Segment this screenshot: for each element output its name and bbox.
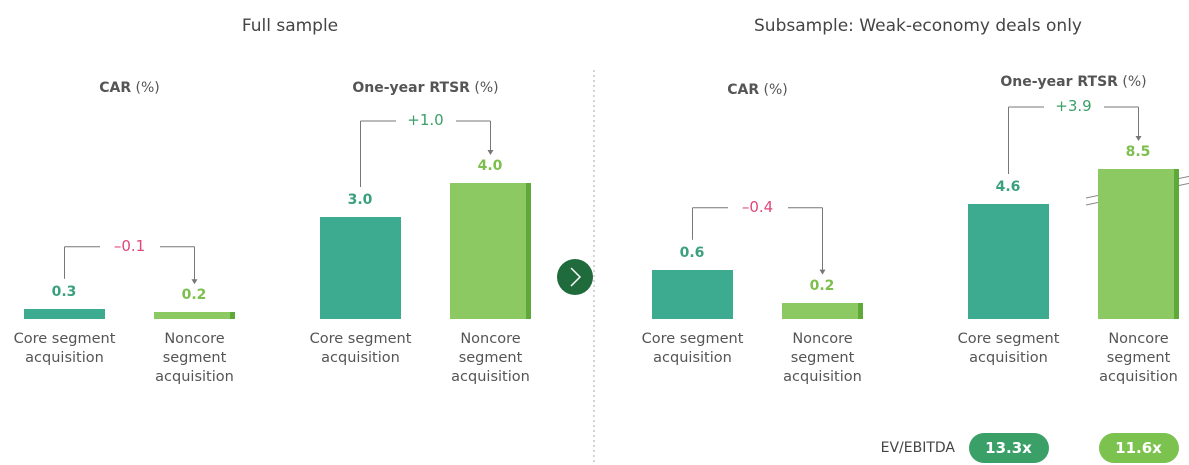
bar-edge bbox=[230, 312, 235, 319]
value-label: 4.0 bbox=[477, 158, 503, 174]
bar-edge bbox=[526, 183, 531, 319]
arrow-head bbox=[191, 279, 198, 285]
chevron-circle bbox=[557, 259, 593, 295]
ev-ebitda-pill: 11.6x bbox=[1098, 433, 1179, 463]
chevron bbox=[570, 267, 582, 287]
category-label: Core segment acquisition bbox=[641, 331, 744, 366]
arrow-head bbox=[819, 269, 826, 275]
difference-label: +3.9 bbox=[1043, 97, 1104, 115]
value-label: 8.5 bbox=[1125, 144, 1151, 160]
value-label: 0.6 bbox=[679, 244, 705, 261]
section-title: Full sample bbox=[241, 16, 339, 36]
bar bbox=[782, 302, 863, 319]
title-unit: (%) bbox=[469, 80, 499, 96]
bar-edge bbox=[858, 302, 863, 319]
value-label: 4.6 bbox=[995, 179, 1021, 195]
bar bbox=[1098, 169, 1179, 319]
title-text: One-year RTSR bbox=[1000, 74, 1118, 90]
title-unit: (%) bbox=[759, 82, 788, 98]
bar-edge bbox=[1174, 169, 1179, 319]
category-label: Noncore segment acquisition bbox=[451, 331, 530, 385]
bar bbox=[320, 217, 401, 319]
category-label: Core segment acquisition bbox=[957, 331, 1060, 366]
bar bbox=[24, 308, 105, 319]
chart-title: One-year RTSR (%) bbox=[306, 80, 546, 96]
difference-label: –0.1 bbox=[99, 236, 160, 255]
value-label: 3.0 bbox=[347, 192, 373, 208]
arrow-head bbox=[487, 150, 494, 155]
difference-label: +1.0 bbox=[395, 111, 456, 129]
section-title: Subsample: Weak-economy deals only bbox=[754, 16, 1082, 36]
value-label: 0.2 bbox=[809, 277, 835, 294]
category-label: Noncore segment acquisition bbox=[783, 331, 862, 385]
bar bbox=[450, 183, 531, 319]
ev-ebitda-label: EV/EBITDA bbox=[880, 440, 955, 456]
chart-title: One-year RTSR (%) bbox=[954, 74, 1189, 90]
title-text: CAR bbox=[727, 82, 760, 98]
title-text: One-year RTSR bbox=[352, 80, 470, 96]
ev-ebitda-pill: 13.3x bbox=[968, 433, 1049, 463]
chart-title: CAR (%) bbox=[10, 80, 250, 96]
category-label: Core segment acquisition bbox=[309, 331, 412, 366]
bar bbox=[154, 312, 235, 319]
arrow-head bbox=[1135, 136, 1142, 141]
title-unit: (%) bbox=[131, 80, 160, 96]
chart-title: CAR (%) bbox=[638, 82, 878, 98]
category-label: Noncore segment acquisition bbox=[1099, 331, 1178, 385]
value-label: 0.3 bbox=[51, 283, 77, 300]
value-label: 0.2 bbox=[181, 287, 207, 304]
category-label: Noncore segment acquisition bbox=[155, 331, 234, 385]
difference-label: –0.4 bbox=[727, 197, 788, 216]
bar bbox=[652, 269, 733, 319]
title-unit: (%) bbox=[1117, 74, 1147, 90]
category-label: Core segment acquisition bbox=[13, 331, 116, 366]
title-text: CAR bbox=[99, 80, 132, 96]
bar bbox=[968, 204, 1049, 319]
